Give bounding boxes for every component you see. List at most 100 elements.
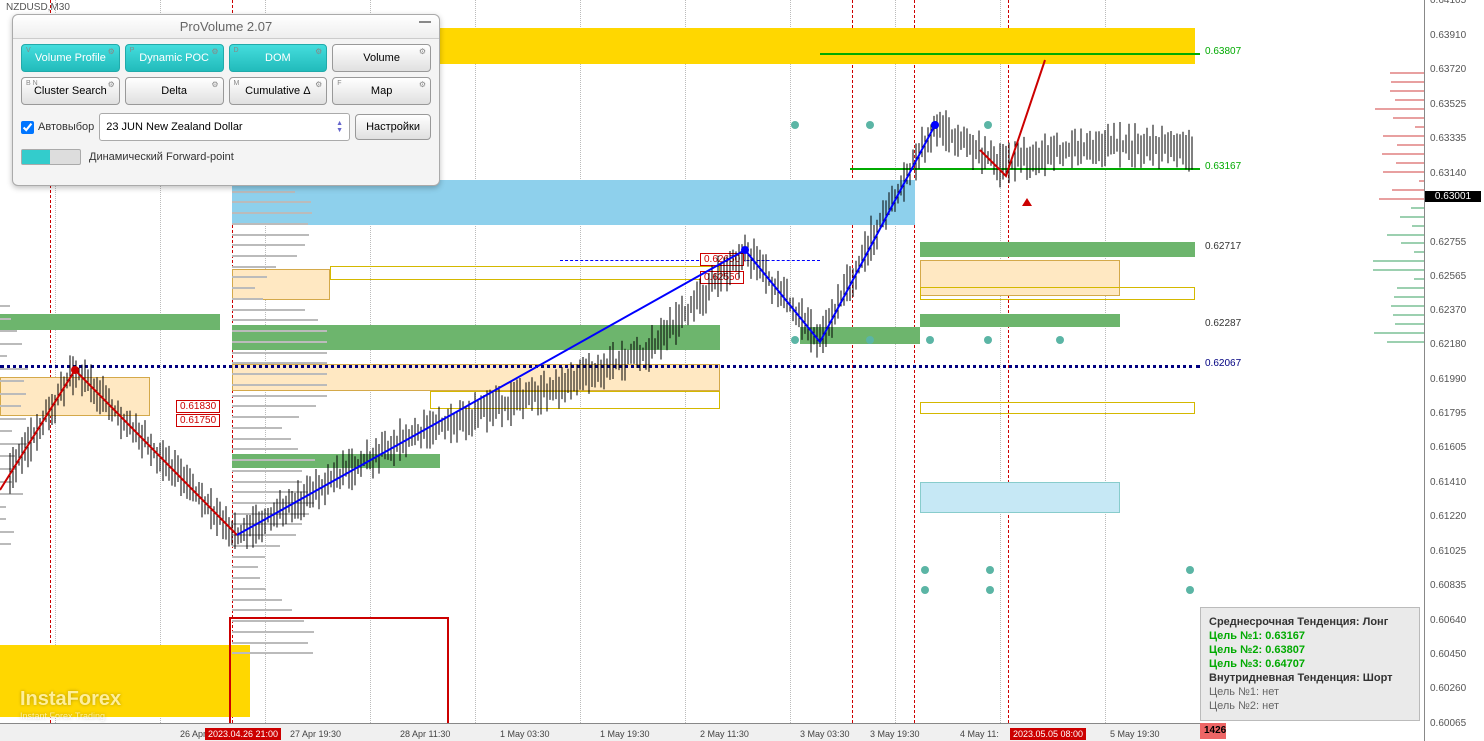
panel-button[interactable]: VVolume Profile⚙ xyxy=(21,44,120,72)
provolume-panel[interactable]: ProVolume 2.07 VVolume Profile⚙PDynamic … xyxy=(12,14,440,186)
time-tick: 4 May 11: xyxy=(960,729,999,739)
zone xyxy=(920,242,1195,256)
price-label: 0.62550 xyxy=(700,271,744,284)
time-highlight: 2023.05.05 08:00 xyxy=(1010,728,1086,740)
marker-dot xyxy=(791,336,799,344)
time-highlight: 2023.04.26 21:00 xyxy=(205,728,281,740)
time-tick: 3 May 03:30 xyxy=(800,729,850,739)
price-tick: 0.62370 xyxy=(1430,305,1466,316)
time-axis: 26 Apr 03:3027 Apr 19:3028 Apr 11:301 Ma… xyxy=(0,723,1200,741)
grid-v xyxy=(580,0,581,723)
panel-button[interactable]: FMap⚙ xyxy=(332,77,431,105)
zone xyxy=(232,325,720,350)
time-tick: 2 May 11:30 xyxy=(700,729,749,739)
logo: InstaForex Instant Forex Trading xyxy=(20,688,121,721)
price-label: 0.62650 xyxy=(700,253,744,266)
price-tick: 0.60835 xyxy=(1430,580,1466,591)
marker-dot xyxy=(931,121,939,129)
marker-dot xyxy=(986,566,994,574)
zone xyxy=(232,180,915,225)
settings-button[interactable]: Настройки xyxy=(355,114,431,140)
arrow-up-icon xyxy=(1022,198,1032,206)
contract-select[interactable]: 23 JUN New Zealand Dollar ▲▼ xyxy=(99,113,350,141)
price-tick: 0.61025 xyxy=(1430,546,1466,557)
logo-text: InstaForex xyxy=(20,688,121,710)
marker-dot xyxy=(921,566,929,574)
panel-button[interactable]: PDynamic POC⚙ xyxy=(125,44,224,72)
price-tick: 0.63720 xyxy=(1430,64,1466,75)
panel-button[interactable]: DDOM⚙ xyxy=(229,44,328,72)
minimize-icon[interactable] xyxy=(419,21,431,23)
forward-label: Динамический Forward-point xyxy=(89,151,234,163)
session-line xyxy=(852,0,853,723)
grid-v xyxy=(1105,0,1106,723)
info-intra: Внутридневная Тенденция: Шорт xyxy=(1209,672,1411,684)
price-tick: 0.61410 xyxy=(1430,477,1466,488)
info-i2: Цель №2: нет xyxy=(1209,700,1411,712)
marker-dot xyxy=(986,586,994,594)
time-tick: 5 May 19:30 xyxy=(1110,729,1160,739)
spinner-icon[interactable]: ▲▼ xyxy=(336,120,343,134)
target-line-2 xyxy=(850,168,1200,170)
zone xyxy=(800,327,920,345)
info-t1: Цель №1: 0.63167 xyxy=(1209,630,1411,642)
marker-dot xyxy=(866,336,874,344)
level-label: 0.62287 xyxy=(1202,318,1244,329)
time-tick: 1 May 19:30 xyxy=(600,729,650,739)
info-i1: Цель №1: нет xyxy=(1209,686,1411,698)
price-tick: 0.63335 xyxy=(1430,133,1466,144)
marker-dot xyxy=(984,336,992,344)
auto-label: Автовыбор xyxy=(38,121,94,133)
price-tick: 0.61795 xyxy=(1430,408,1466,419)
forward-toggle[interactable] xyxy=(21,149,81,165)
grid-v xyxy=(475,0,476,723)
level-label: 0.63167 xyxy=(1202,161,1244,172)
poc-line xyxy=(0,365,1200,368)
sell-vol: 1426 xyxy=(1200,723,1226,739)
grid-v xyxy=(895,0,896,723)
zone xyxy=(920,287,1195,300)
panel-button[interactable]: Volume⚙ xyxy=(332,44,431,72)
panel-title-text: ProVolume 2.07 xyxy=(180,19,273,34)
panel-title[interactable]: ProVolume 2.07 xyxy=(13,15,439,39)
price-tick: 0.62180 xyxy=(1430,339,1466,350)
price-tick: 0.61605 xyxy=(1430,442,1466,453)
zone xyxy=(430,391,720,409)
price-tick: 0.61990 xyxy=(1430,374,1466,385)
price-axis: 0.63001 0.641050.639100.637200.635250.63… xyxy=(1424,0,1484,741)
marker-dot xyxy=(1056,336,1064,344)
info-midtrend: Среднесрочная Тенденция: Лонг xyxy=(1209,616,1411,628)
zone xyxy=(232,269,330,299)
zone xyxy=(920,402,1195,415)
level-label: 0.63807 xyxy=(1202,46,1244,57)
price-tick: 0.63910 xyxy=(1430,30,1466,41)
marker-dot xyxy=(926,336,934,344)
current-price: 0.63001 xyxy=(1425,191,1481,202)
session-line xyxy=(1008,0,1009,723)
auto-checkbox[interactable]: Автовыбор xyxy=(21,121,94,134)
auto-check-input[interactable] xyxy=(21,121,34,134)
info-t3: Цель №3: 0.64707 xyxy=(1209,658,1411,670)
panel-button[interactable]: MCumulative Δ⚙ xyxy=(229,77,328,105)
level-line xyxy=(560,260,820,261)
volume-footer: 1645 1426 xyxy=(1200,723,1420,739)
time-tick: 27 Apr 19:30 xyxy=(290,729,341,739)
zone xyxy=(0,314,220,330)
zone xyxy=(330,266,720,280)
marker-dot xyxy=(1186,586,1194,594)
price-tick: 0.61220 xyxy=(1430,511,1466,522)
panel-button[interactable]: B NCluster Search⚙ xyxy=(21,77,120,105)
info-t2: Цель №2: 0.63807 xyxy=(1209,644,1411,656)
grid-v xyxy=(685,0,686,723)
price-tick: 0.62565 xyxy=(1430,271,1466,282)
zone xyxy=(232,364,720,391)
price-tick: 0.60065 xyxy=(1430,718,1466,729)
price-tick: 0.62755 xyxy=(1430,237,1466,248)
marker-dot xyxy=(921,586,929,594)
panel-button[interactable]: Delta⚙ xyxy=(125,77,224,105)
marker-dot xyxy=(984,121,992,129)
target-line-1 xyxy=(820,53,1200,55)
zone xyxy=(0,377,150,416)
price-tick: 0.60450 xyxy=(1430,649,1466,660)
level-label: 0.62067 xyxy=(1202,358,1244,369)
